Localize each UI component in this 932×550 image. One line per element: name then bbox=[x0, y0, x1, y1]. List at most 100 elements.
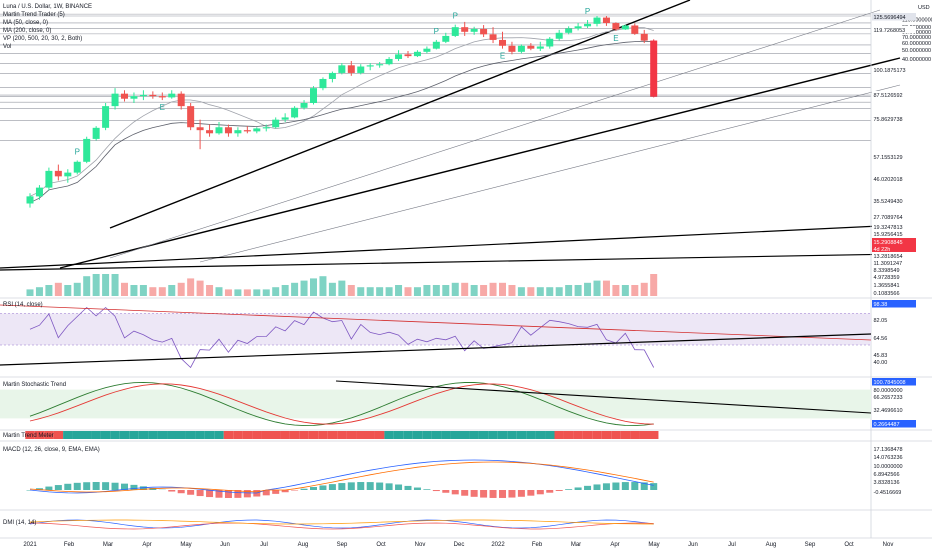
symbol-title[interactable]: Luna / U.S. Dollar, 1W, BINANCE bbox=[3, 4, 93, 10]
marker-p: P bbox=[75, 147, 80, 156]
price-label-text: 46.0202018 bbox=[874, 177, 903, 183]
time-tick: Nov bbox=[883, 542, 894, 548]
time-tick: 2021 bbox=[23, 542, 37, 548]
trend-meter-cell bbox=[393, 431, 404, 439]
price-label-bg bbox=[872, 91, 916, 99]
price-label-bg bbox=[872, 266, 916, 274]
rsi-label-text: 98.38 bbox=[874, 302, 888, 308]
volume-bar bbox=[461, 282, 469, 296]
rsi-label-text: 40.00 bbox=[874, 360, 888, 366]
price-label-text: 15.2908845 bbox=[874, 240, 903, 246]
volume-bar bbox=[300, 280, 308, 296]
candle-body bbox=[357, 66, 365, 73]
candle-body bbox=[121, 93, 128, 99]
volume-bar bbox=[650, 274, 658, 296]
volume-bar bbox=[328, 282, 336, 296]
candle-body bbox=[328, 72, 336, 79]
candle bbox=[83, 136, 91, 164]
price-tick: 60.0000000 bbox=[902, 41, 931, 47]
stoch-label: 100.7845008 bbox=[872, 378, 916, 386]
macd-label-text: -0.4516669 bbox=[874, 490, 902, 496]
time-tick: 2022 bbox=[491, 542, 505, 548]
trend-meter-cell bbox=[526, 431, 536, 439]
time-tick: Aug bbox=[766, 542, 777, 548]
rsi-label-text: 45.83 bbox=[874, 353, 888, 359]
time-tick: Feb bbox=[64, 542, 75, 548]
macd-histogram-bar bbox=[35, 488, 43, 490]
candle bbox=[291, 106, 299, 119]
trend-meter-cell bbox=[308, 431, 319, 439]
stoch-label-bg bbox=[872, 420, 916, 428]
macd-histogram-bar bbox=[489, 490, 497, 498]
volume-bar bbox=[291, 282, 299, 296]
trend-meter-cell bbox=[620, 431, 631, 439]
time-tick: Mar bbox=[571, 542, 581, 548]
trend-meter-cell bbox=[129, 431, 139, 439]
volume-bar bbox=[281, 285, 289, 296]
macd-title: MACD (12, 26, close, 9, EMA, EMA) bbox=[3, 447, 100, 453]
candle-body bbox=[300, 103, 308, 108]
indicator-ma50[interactable]: MA (50, close, 0) bbox=[3, 20, 49, 26]
candle-body bbox=[310, 88, 317, 104]
macd-label-bg bbox=[872, 470, 916, 478]
macd-histogram-bar bbox=[470, 490, 478, 497]
macd-label: 3.8328136 bbox=[872, 478, 916, 486]
volume-bar bbox=[26, 289, 34, 296]
price-label: 46.0202018 bbox=[872, 175, 916, 183]
indicator-trend-trader[interactable]: Martin Trend Trader (5) bbox=[3, 12, 65, 18]
indicator-ma200[interactable]: MA (200, close, 0) bbox=[3, 28, 52, 34]
trend-meter-cell bbox=[545, 431, 555, 439]
macd-histogram-bar bbox=[508, 490, 516, 498]
trend-meter-cell bbox=[535, 431, 546, 439]
trendline-upper bbox=[109, 0, 691, 229]
volume-bar bbox=[423, 285, 431, 296]
time-tick: Feb bbox=[532, 542, 543, 548]
candle bbox=[565, 26, 573, 35]
candle bbox=[149, 91, 157, 99]
price-label-text: 0.1083566 bbox=[874, 291, 900, 297]
macd-histogram-bar bbox=[319, 485, 327, 490]
macd-histogram-bar bbox=[621, 482, 629, 490]
macd-label-text: 3.8328136 bbox=[874, 480, 900, 486]
macd-histogram-bar bbox=[602, 483, 610, 490]
macd-label-text: 6.8942566 bbox=[874, 472, 900, 478]
price-label: 11.3091247 bbox=[872, 259, 916, 267]
macd-histogram-bar bbox=[310, 487, 317, 490]
trend-meter-cell bbox=[223, 431, 234, 439]
candle-body bbox=[385, 58, 393, 65]
stoch-label-bg bbox=[872, 393, 916, 401]
candle-body bbox=[640, 33, 648, 41]
candle bbox=[102, 103, 110, 131]
macd-histogram-bar bbox=[593, 484, 601, 490]
candle bbox=[470, 26, 478, 35]
candle-body bbox=[404, 54, 412, 57]
price-tick: 40.0000000 bbox=[902, 57, 931, 63]
main-legend: Luna / U.S. Dollar, 1W, BINANCE Martin T… bbox=[3, 3, 92, 51]
price-label-bg bbox=[872, 281, 916, 289]
rsi-label: 64.56 bbox=[872, 334, 916, 342]
rsi-label: 45.83 bbox=[872, 351, 916, 359]
volume-bar bbox=[470, 285, 478, 296]
volume-bar bbox=[206, 285, 214, 296]
trendline-base bbox=[0, 253, 901, 271]
rsi-label-bg bbox=[872, 351, 916, 359]
price-label: 15.2908845 bbox=[872, 238, 916, 246]
macd-histogram-bar bbox=[234, 490, 242, 498]
volume-bar bbox=[640, 282, 648, 296]
candle bbox=[366, 63, 374, 71]
candle bbox=[26, 193, 34, 208]
macd-histogram-bar bbox=[300, 488, 308, 490]
macd-histogram-bar bbox=[631, 482, 639, 490]
macd-histogram-bar bbox=[347, 482, 355, 490]
macd-histogram-bar bbox=[64, 483, 72, 490]
indicator-vol[interactable]: Vol bbox=[3, 44, 12, 50]
macd-histogram-bar bbox=[177, 490, 185, 494]
macd-histogram-bar bbox=[45, 486, 53, 490]
stoch-k-line bbox=[29, 381, 654, 427]
macd-label-text: 14.0763236 bbox=[874, 455, 903, 461]
candle-body bbox=[536, 46, 544, 49]
volume-bar bbox=[215, 287, 223, 296]
indicator-vp[interactable]: VP (200, 500, 20, 30, 2, Both) bbox=[3, 36, 83, 42]
volume-bar bbox=[395, 285, 403, 296]
